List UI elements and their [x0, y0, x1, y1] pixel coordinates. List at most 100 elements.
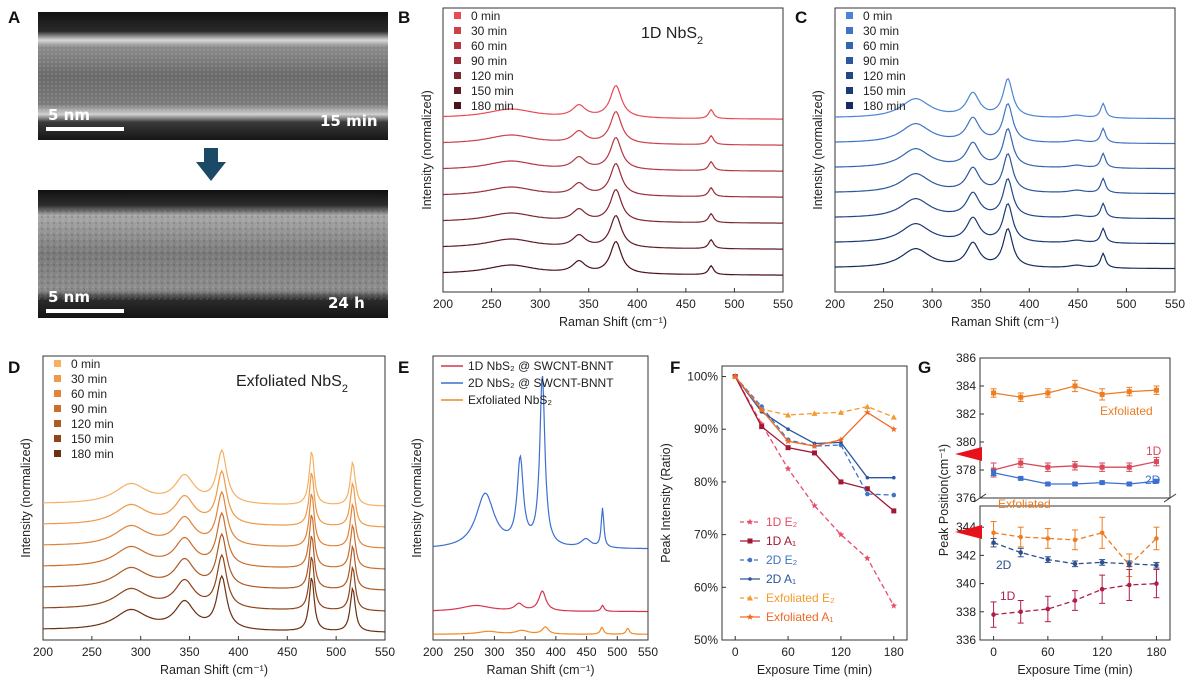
legend-swatch: [846, 57, 853, 64]
y-tick-label: 338: [956, 605, 976, 619]
series-D-4: [43, 532, 385, 591]
marker: [1072, 463, 1078, 469]
y-tick-label: 382: [956, 407, 976, 421]
marker: [1072, 537, 1078, 543]
spectrum-line: [43, 553, 385, 612]
marker: [785, 445, 791, 451]
y-tick-label: 340: [956, 577, 976, 591]
marker: [865, 491, 870, 497]
chart-D-x-axis: 200 250 300 350 400 450 500 550 Raman Shift (cm⁻…: [33, 636, 395, 677]
marker: [784, 437, 792, 445]
legend-item: 30 min: [863, 24, 899, 38]
legend-item: 60 min: [71, 387, 107, 401]
legend-swatch: [54, 375, 61, 382]
y-tick-label: 386: [956, 351, 976, 365]
marker: [890, 425, 898, 433]
legend-item: 150 min: [71, 432, 114, 446]
chart-E-x-axis: 200 250 300 350 400 450 500 550 Raman Shift (cm⁻…: [423, 636, 658, 677]
marker: [1153, 478, 1159, 484]
legend-item: 0 min: [863, 9, 892, 23]
x-tick-label: 500: [607, 645, 627, 659]
chart-G-upper-frame: [979, 357, 1171, 499]
marker: [1018, 534, 1024, 540]
spectrum-line: [835, 153, 1175, 195]
panel-label-b: B: [398, 8, 411, 27]
series-B-5: [443, 215, 783, 250]
legend-swatch: [54, 360, 61, 367]
marker: [784, 465, 792, 472]
legend-swatch: [54, 390, 61, 397]
time-label-bottom: 24 h: [328, 294, 365, 312]
series-F-3: [733, 374, 896, 480]
spectrum-line: [835, 128, 1175, 170]
marker: [891, 508, 897, 514]
spectrum-line: [43, 490, 385, 549]
y-tick-label: 50%: [694, 633, 718, 647]
panel-label-g: G: [918, 358, 932, 377]
series-F-2: [732, 374, 897, 498]
marker: [1045, 557, 1051, 562]
chart-D-frame: [42, 355, 386, 641]
marker: [811, 410, 818, 416]
y-tick-label: 336: [956, 633, 976, 647]
series-B-3: [443, 163, 783, 198]
x-tick-label: 300: [484, 645, 504, 659]
panel-label-d: D: [8, 358, 21, 377]
legend-swatch: [454, 102, 461, 109]
marker: [837, 436, 845, 443]
series-G-2: [990, 469, 1160, 487]
series-C-4: [835, 178, 1175, 220]
marker: [785, 412, 792, 418]
chart-B-x-axis-label: Raman Shift (cm⁻¹): [559, 315, 667, 329]
x-tick-label: 450: [676, 297, 696, 311]
chart-B-title: 1D NbS2: [641, 25, 703, 47]
spectrum-line: [443, 189, 783, 224]
spectrum-line: [835, 78, 1175, 120]
chart-E-x-axis-label: Raman Shift (cm⁻¹): [486, 663, 594, 677]
chart-B-frame: [442, 7, 784, 293]
legend-item: 120 min: [471, 69, 514, 83]
legend-item: 90 min: [71, 402, 107, 416]
legend-swatch: [846, 102, 853, 109]
legend-swatch: [454, 57, 461, 64]
series-C-3: [835, 153, 1175, 195]
y-tick-label: 100%: [687, 370, 718, 384]
x-tick-label: 250: [482, 297, 502, 311]
chart-F-frame: [721, 365, 908, 641]
marker: [746, 518, 754, 525]
series-G-4: [990, 537, 1160, 569]
marker: [1126, 481, 1132, 487]
x-tick-label: 120: [831, 645, 851, 659]
marker: [811, 502, 818, 509]
legend-item: 150 min: [863, 84, 906, 98]
x-tick-label: 550: [773, 297, 793, 311]
legend-item: Exfoliated E₂: [766, 591, 835, 605]
tem-image-top: [38, 12, 388, 140]
marker: [1153, 387, 1159, 393]
legend-item: 180 min: [863, 99, 906, 113]
x-tick-label: 400: [627, 297, 647, 311]
scale-bar-bottom: [46, 309, 124, 313]
x-tick-label: 200: [33, 645, 53, 659]
chart-G-y-axis-label: Peak Position(cm⁻¹): [937, 444, 951, 556]
x-tick-label: 300: [131, 645, 151, 659]
legend-item: 180 min: [471, 99, 514, 113]
legend-swatch: [454, 87, 461, 94]
x-tick-label: 0: [990, 645, 997, 659]
marker: [837, 531, 845, 538]
marker: [891, 492, 897, 498]
legend-item: 120 min: [863, 69, 906, 83]
series-D-0: [43, 448, 385, 507]
x-tick-label: 550: [375, 645, 395, 659]
legend-swatch: [454, 27, 461, 34]
x-tick-label: 300: [530, 297, 550, 311]
legend-swatch: [454, 12, 461, 19]
marker: [1099, 391, 1105, 397]
spectrum-line: [443, 85, 783, 120]
panel-label-c: C: [795, 8, 808, 27]
marker: [1099, 464, 1105, 470]
spectrum-line: [43, 532, 385, 591]
legend-swatch: [846, 27, 853, 34]
tem-image-bottom: [38, 190, 388, 318]
axis-break-mark: [1163, 493, 1177, 503]
